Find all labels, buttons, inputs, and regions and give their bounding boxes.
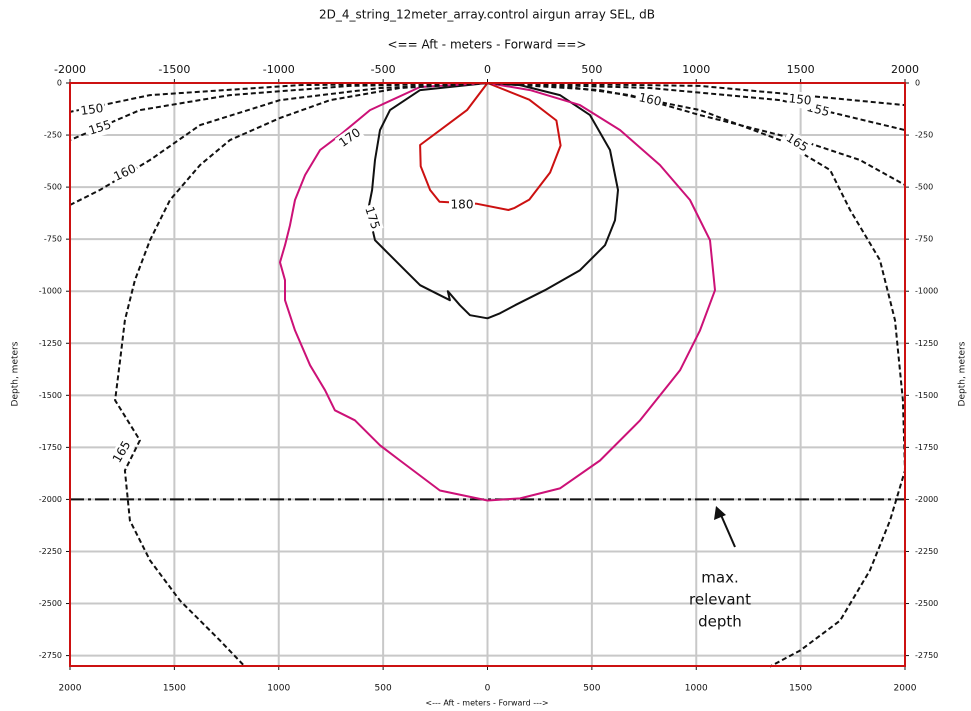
- x2-tick-label: 2000: [894, 684, 917, 694]
- contour-line: [487, 82, 906, 132]
- x-tick-label-top: -1000: [263, 63, 295, 76]
- y-tick-label: -500: [44, 183, 62, 192]
- x2-tick-label: 0: [485, 684, 491, 694]
- y-tick-label: -1500: [39, 391, 62, 400]
- contour-label-bg: [786, 90, 814, 110]
- x-tick-label-top: -500: [371, 63, 396, 76]
- contour-label-group: 165: [108, 436, 136, 468]
- x-tick-label-top: 2000: [891, 63, 919, 76]
- contour-label-group: 155: [85, 116, 115, 140]
- y-tick-label-right: -1750: [915, 443, 938, 452]
- y-tick-label-right: 0: [915, 79, 920, 88]
- y-tick-label-right: -250: [915, 131, 933, 140]
- contour-label-bg: [85, 116, 115, 140]
- contour-label-group: 150: [78, 100, 106, 120]
- y-tick-label: -2750: [39, 651, 62, 660]
- y-tick-label-right: -2500: [915, 599, 938, 608]
- contour-label-bg: [334, 123, 366, 153]
- x2-tick-label: 1500: [163, 684, 186, 694]
- contour-line: [367, 82, 619, 320]
- top-axis-label: <== Aft - meters - Forward ==>: [388, 38, 587, 52]
- contour-label-group: 165: [781, 129, 813, 157]
- y-tick-label-right: -2750: [915, 651, 938, 660]
- y-tick-label-right: -2000: [915, 495, 938, 504]
- contour-label-group: 180: [449, 197, 475, 213]
- y-tick-label: -2000: [39, 495, 62, 504]
- y-tick-label: 0: [57, 79, 62, 88]
- x-tick-label-top: -1500: [158, 63, 190, 76]
- contour-line: [279, 82, 716, 502]
- x-tick-label-top: 500: [581, 63, 602, 76]
- chart-title: 2D_4_string_12meter_array.control airgun…: [319, 8, 655, 22]
- annotation-arrowhead: [714, 506, 726, 520]
- y-axis-label-right: Depth, meters: [958, 341, 968, 406]
- annotation-text: relevant: [689, 591, 751, 609]
- contour-label: 150: [788, 91, 812, 107]
- y-tick-label: -1250: [39, 339, 62, 348]
- contour-label: 180: [451, 198, 474, 212]
- x-tick-label-top: -2000: [54, 63, 86, 76]
- contour-label-bg: [360, 203, 384, 233]
- y-tick-label: -2500: [39, 599, 62, 608]
- x2-tick-label: 500: [583, 684, 600, 694]
- y-tick-label-right: -1500: [915, 391, 938, 400]
- contour-label-bg: [449, 197, 475, 213]
- contour-label: 175: [362, 205, 382, 231]
- contour-label-bg: [781, 129, 813, 157]
- y-tick-label: -250: [44, 131, 62, 140]
- y-tick-label: -1000: [39, 287, 62, 296]
- contour-label-bg: [109, 160, 141, 186]
- contour-line: [419, 82, 562, 211]
- x2-tick-label: 1500: [789, 684, 812, 694]
- contour-line: [114, 82, 488, 668]
- y-tick-label: -1750: [39, 443, 62, 452]
- x2-tick-label: 500: [375, 684, 392, 694]
- x-axis-label: <--- Aft - meters - Forward --->: [425, 699, 548, 708]
- annotation-arrow: [720, 514, 736, 548]
- annotation-text: depth: [698, 613, 742, 631]
- contour-line: [69, 82, 488, 113]
- plot-frame: [69, 82, 906, 667]
- y-tick-label-right: -500: [915, 183, 933, 192]
- y-tick-label: -750: [44, 235, 62, 244]
- x2-tick-label: 1000: [267, 684, 290, 694]
- contour-label: 160: [637, 90, 662, 108]
- contour-label-group: 160: [635, 89, 665, 111]
- y-tick-label: -2250: [39, 547, 62, 556]
- x-tick-label-top: 1000: [682, 63, 710, 76]
- x-tick-label-top: 0: [484, 63, 491, 76]
- y-tick-label-right: -1000: [915, 287, 938, 296]
- x-tick-label-top: 1500: [787, 63, 815, 76]
- contour-label-group: 160: [109, 160, 141, 186]
- x2-tick-label: 1000: [685, 684, 708, 694]
- contour-label-group: 175: [360, 203, 384, 233]
- contour-line: [487, 82, 906, 668]
- contour-label-group: 150: [786, 90, 814, 110]
- contour-line: [69, 82, 488, 206]
- y-tick-label-right: -1250: [915, 339, 938, 348]
- contour-label: 155: [87, 117, 113, 137]
- contour-label-bg: [635, 89, 665, 111]
- x2-tick-label: 2000: [59, 684, 82, 694]
- contour-label-group: 170: [334, 123, 366, 153]
- y-tick-label-right: -2250: [915, 547, 938, 556]
- contour-line: [487, 82, 906, 107]
- contour-label-bg: [108, 436, 136, 468]
- contour-label: 150: [80, 101, 105, 118]
- annotation-text: max.: [701, 569, 738, 587]
- contour-label-bg: [78, 100, 106, 120]
- y-axis-label: Depth, meters: [11, 341, 21, 406]
- y-tick-label-right: -750: [915, 235, 933, 244]
